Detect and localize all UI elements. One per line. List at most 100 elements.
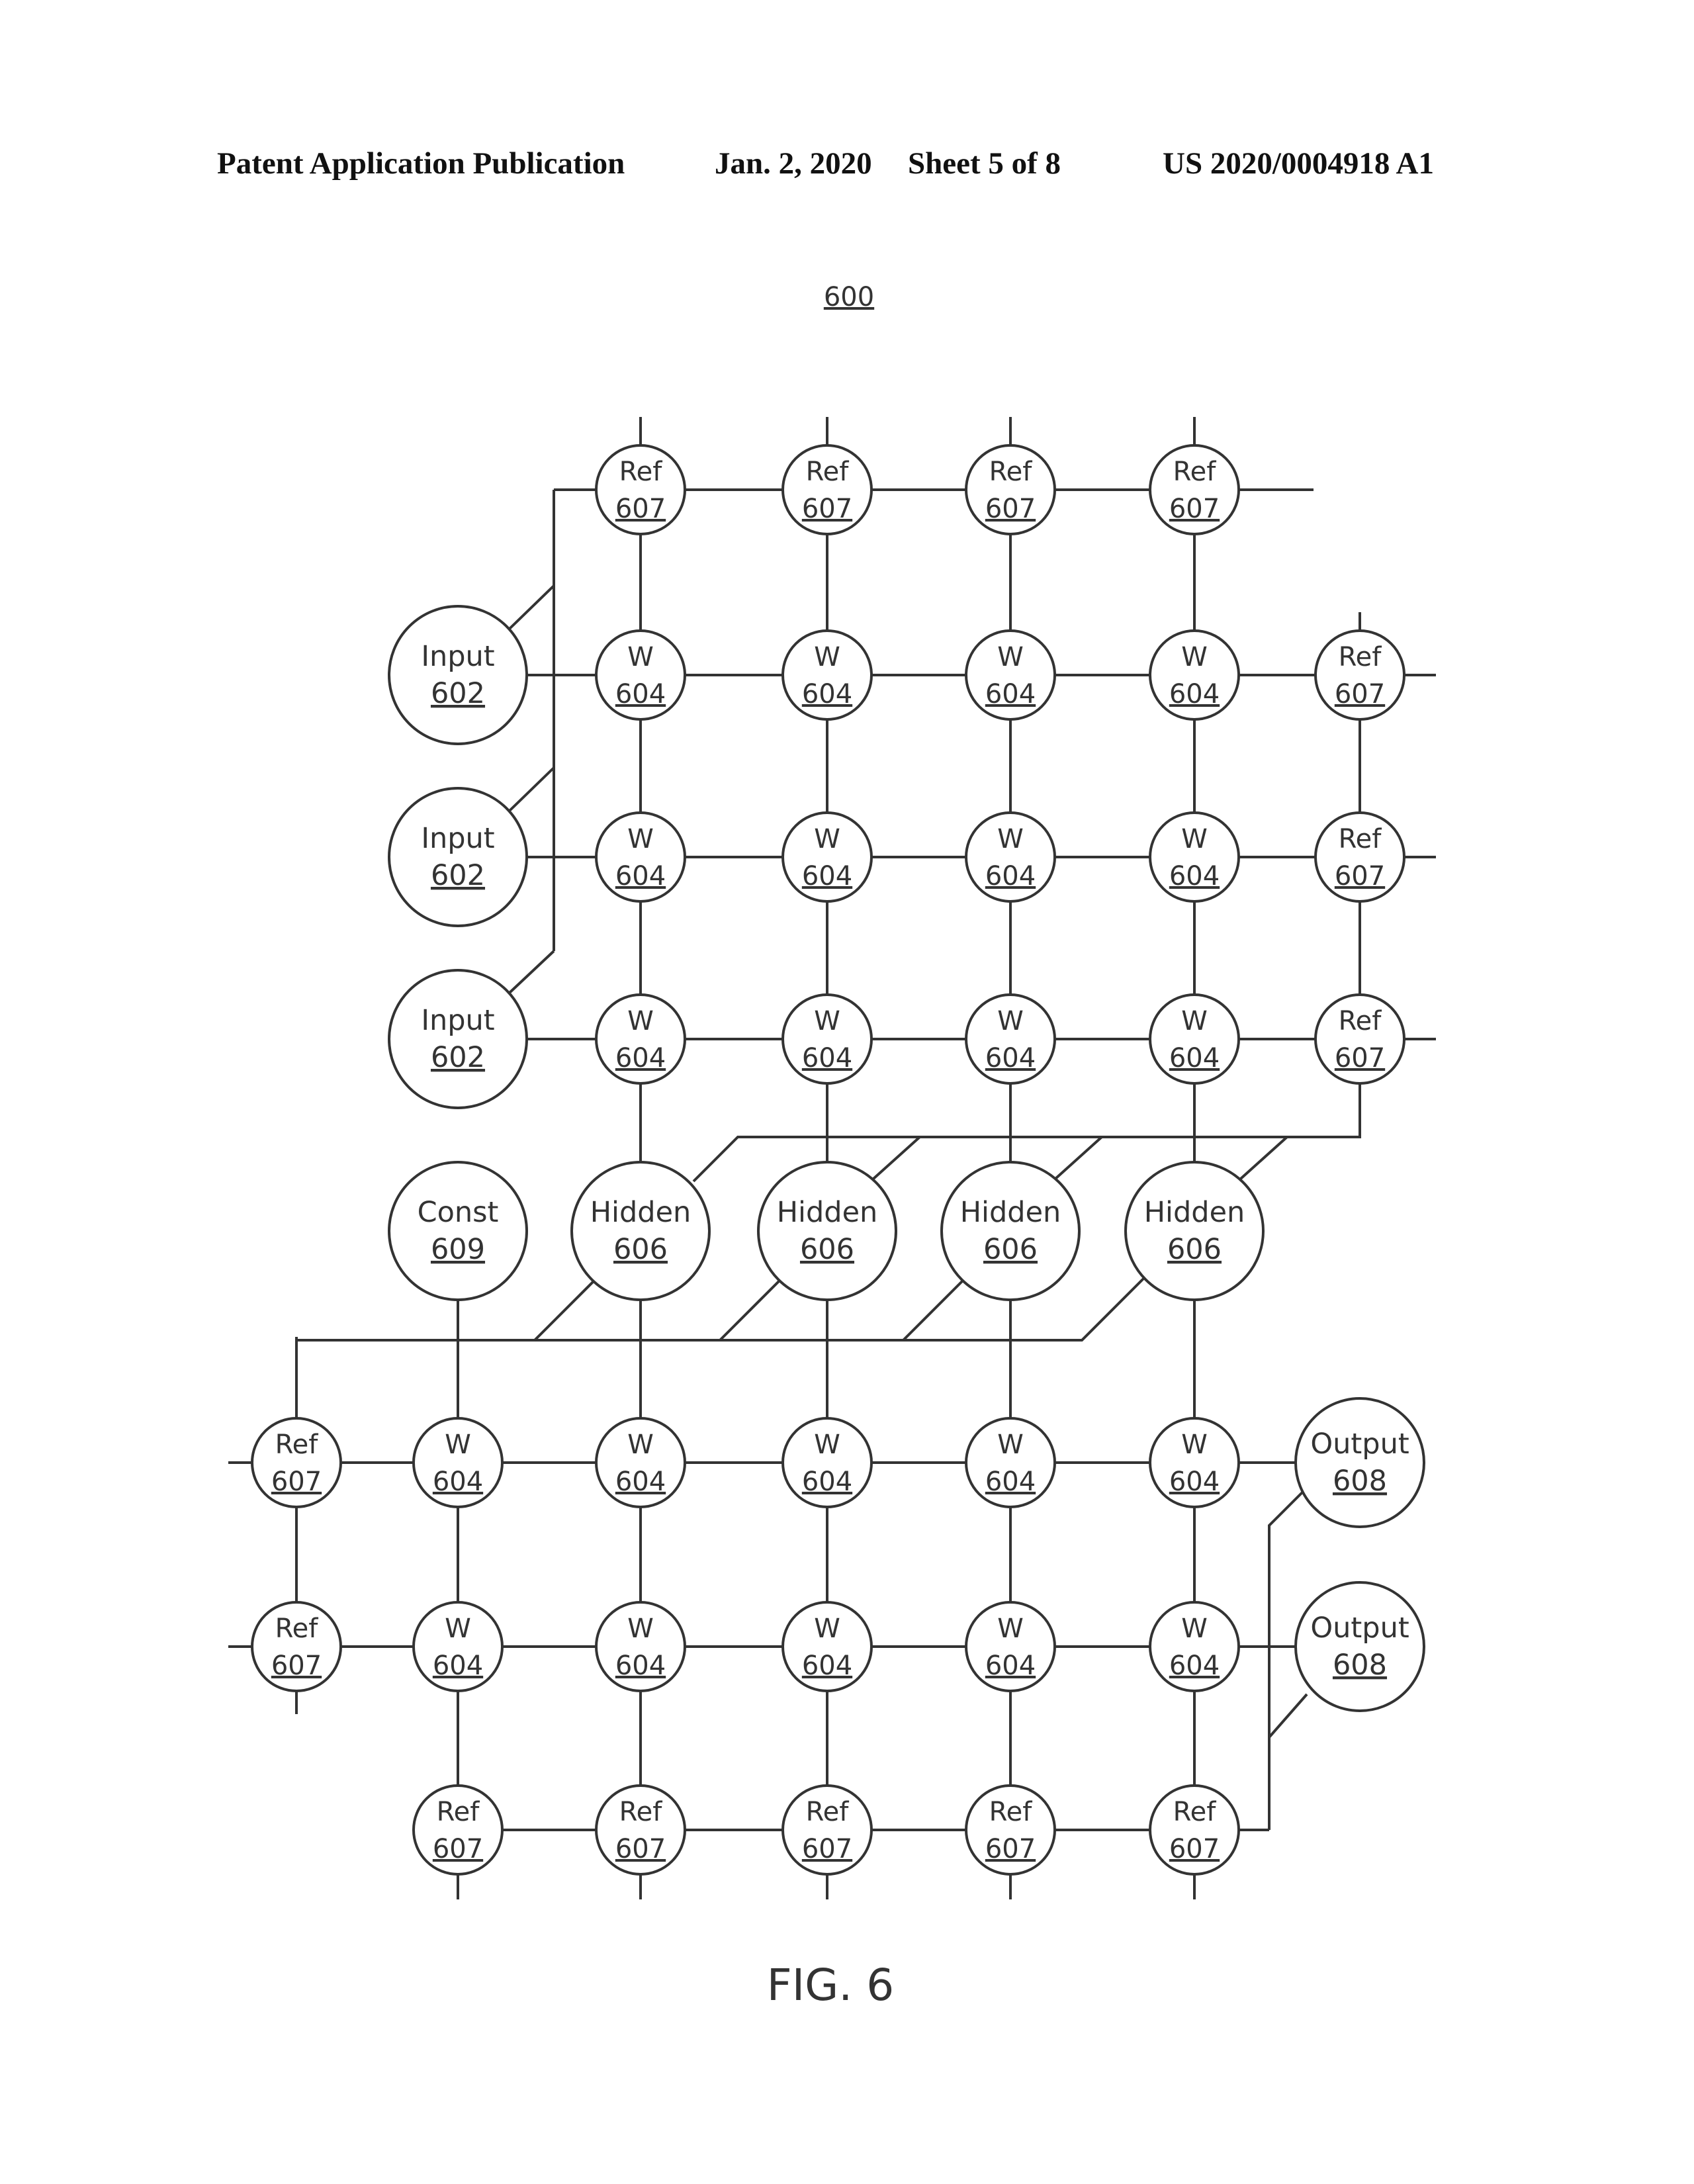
weight-node-number: 604 <box>615 1467 666 1497</box>
output-node-circle <box>1294 1397 1425 1528</box>
weight-node-number: 604 <box>615 1651 666 1681</box>
weight-node: W 604 <box>595 1417 686 1508</box>
publication-label: Patent Application Publication <box>217 146 625 181</box>
weight-node-number: 604 <box>615 1043 666 1073</box>
weight-node: W 604 <box>1149 993 1240 1085</box>
const-node-label: Const <box>418 1196 499 1229</box>
connection-line <box>902 1276 967 1342</box>
weight-node-number: 604 <box>985 1651 1036 1681</box>
hidden-node-number: 606 <box>983 1233 1038 1266</box>
ref-node-number: 607 <box>1335 861 1385 891</box>
weight-node-number: 604 <box>802 1043 852 1073</box>
connection-line <box>508 584 555 630</box>
ref-node-number: 607 <box>271 1467 322 1497</box>
ref-node-label: Ref <box>1173 1797 1217 1827</box>
ref-node-label: Ref <box>275 1614 319 1644</box>
weight-node-number: 604 <box>1169 1651 1220 1681</box>
const-node-circle <box>388 1161 528 1301</box>
weight-node-number: 604 <box>985 1467 1036 1497</box>
ref-node: Ref 607 <box>595 1784 686 1876</box>
weight-node-circle <box>595 811 686 903</box>
ref-node-label: Ref <box>1339 1006 1382 1036</box>
weight-node: W 604 <box>781 993 873 1085</box>
ref-node-number: 607 <box>985 1834 1036 1864</box>
input-node: Input 602 <box>388 605 528 745</box>
weight-node-number: 604 <box>433 1651 483 1681</box>
input-node-circle <box>388 605 528 745</box>
input-node-circle <box>388 787 528 927</box>
hidden-node-circle <box>940 1161 1081 1301</box>
connection-line <box>692 1039 1361 1183</box>
figure-caption: FIG. 6 <box>767 1960 895 2011</box>
weight-node-number: 604 <box>1169 1467 1220 1497</box>
ref-node-circle <box>965 444 1056 535</box>
weight-node: W 604 <box>965 811 1056 903</box>
weight-node-label: W <box>445 1430 471 1460</box>
sheet-number: Sheet 5 of 8 <box>908 146 1061 181</box>
ref-node-circle <box>412 1784 504 1876</box>
weight-node: W 604 <box>965 1417 1056 1508</box>
weight-node-number: 604 <box>802 679 852 709</box>
output-node: Output 608 <box>1294 1581 1425 1712</box>
weight-node-label: W <box>627 1614 654 1644</box>
hidden-node-circle <box>570 1161 711 1301</box>
hidden-node-circle <box>757 1161 897 1301</box>
hidden-node: Hidden 606 <box>570 1161 711 1301</box>
weight-node-number: 604 <box>985 679 1036 709</box>
ref-node-label: Ref <box>1173 457 1217 487</box>
ref-node-number: 607 <box>615 1834 666 1864</box>
ref-node-number: 607 <box>802 1834 852 1864</box>
ref-node: Ref 607 <box>251 1601 342 1692</box>
weight-node: W 604 <box>595 629 686 721</box>
ref-node-circle <box>595 1784 686 1876</box>
connection-line <box>866 1136 921 1186</box>
ref-node-label: Ref <box>1339 824 1382 854</box>
ref-node: Ref 607 <box>1314 811 1405 903</box>
weight-node-label: W <box>997 824 1024 854</box>
weight-node-number: 604 <box>802 1467 852 1497</box>
weight-node-circle <box>781 811 873 903</box>
output-node-label: Output <box>1310 1428 1409 1461</box>
weight-node: W 604 <box>412 1601 504 1692</box>
weight-node-number: 604 <box>1169 861 1220 891</box>
ref-node-circle <box>251 1417 342 1508</box>
hidden-node-label: Hidden <box>960 1196 1061 1229</box>
weight-node-label: W <box>627 1006 654 1036</box>
input-node-label: Input <box>421 1004 494 1037</box>
connection-line <box>1268 1693 1308 1739</box>
weight-node-label: W <box>627 824 654 854</box>
weight-node: W 604 <box>1149 1601 1240 1692</box>
ref-node-circle <box>1149 444 1240 535</box>
ref-node-label: Ref <box>437 1797 480 1827</box>
ref-node: Ref 607 <box>781 1784 873 1876</box>
weight-node-circle <box>595 1417 686 1508</box>
ref-node-circle <box>781 1784 873 1876</box>
weight-node-number: 604 <box>802 1651 852 1681</box>
ref-node: Ref 607 <box>412 1784 504 1876</box>
input-node: Input 602 <box>388 787 528 927</box>
ref-node-label: Ref <box>806 1797 850 1827</box>
weight-node-label: W <box>445 1614 471 1644</box>
weight-node-number: 604 <box>615 861 666 891</box>
weight-node-number: 604 <box>802 861 852 891</box>
weight-node-circle <box>595 1601 686 1692</box>
weight-node-circle <box>595 993 686 1085</box>
weight-node-label: W <box>814 1614 840 1644</box>
hidden-node: Hidden 606 <box>757 1161 897 1301</box>
ref-node-circle <box>1314 629 1405 721</box>
weight-node-circle <box>1149 811 1240 903</box>
weight-node: W 604 <box>781 1601 873 1692</box>
ref-node-number: 607 <box>271 1651 322 1681</box>
ref-node-number: 607 <box>615 494 666 524</box>
network-nodes: Ref 607 Ref 607 Ref 607 Ref 607 W 604 W 604 W 604 W 604… <box>251 444 1425 1876</box>
ref-node-label: Ref <box>619 1797 663 1827</box>
weight-node-number: 604 <box>985 1043 1036 1073</box>
weight-node-circle <box>781 993 873 1085</box>
hidden-node-label: Hidden <box>590 1196 691 1229</box>
ref-node-label: Ref <box>989 1797 1033 1827</box>
input-node-circle <box>388 969 528 1109</box>
weight-node-circle <box>1149 1417 1240 1508</box>
weight-node: W 604 <box>595 993 686 1085</box>
weight-node: W 604 <box>595 1601 686 1692</box>
